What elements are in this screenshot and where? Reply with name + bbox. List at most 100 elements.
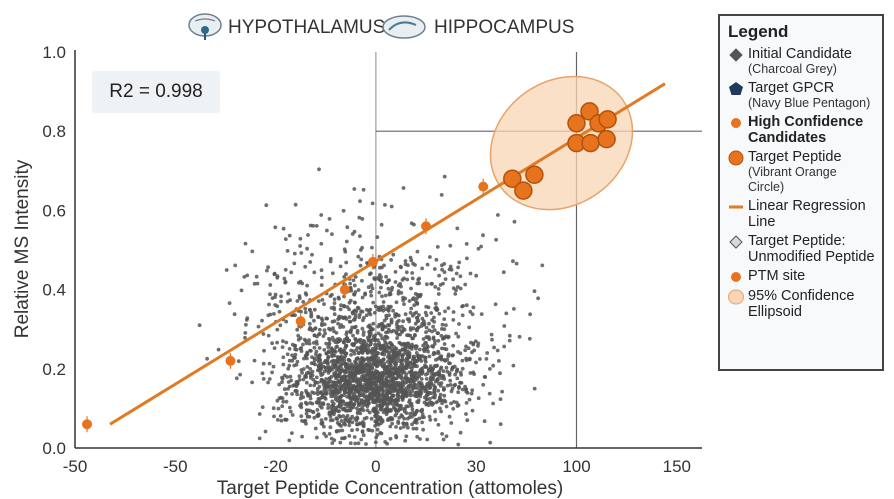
data-point	[429, 391, 434, 396]
data-point	[432, 315, 436, 320]
data-point	[427, 328, 432, 333]
data-point	[318, 404, 322, 408]
high-confidence-point	[597, 129, 616, 149]
y-tick-label: 0.8	[42, 122, 66, 141]
data-point	[283, 237, 288, 242]
data-point	[375, 235, 380, 240]
data-point	[442, 327, 447, 332]
regression-marker	[478, 181, 489, 192]
data-point	[392, 355, 396, 359]
data-point	[351, 375, 356, 380]
data-point	[297, 378, 302, 382]
data-point	[355, 427, 360, 432]
data-point	[389, 354, 393, 358]
data-point	[401, 368, 405, 372]
data-point	[396, 356, 401, 361]
data-point	[263, 429, 268, 434]
data-point	[324, 434, 328, 439]
data-point	[342, 294, 346, 299]
hypothalamus-label: HYPOTHALAMUS	[228, 17, 385, 38]
data-point	[364, 442, 368, 446]
data-point	[307, 414, 312, 419]
data-point	[498, 422, 503, 426]
data-point	[355, 411, 360, 415]
data-point	[382, 361, 387, 366]
data-point	[320, 323, 324, 328]
data-point	[310, 252, 314, 257]
data-point	[284, 391, 289, 396]
data-point	[294, 380, 299, 384]
data-point	[399, 358, 404, 362]
legend-symbol	[728, 289, 744, 305]
data-point	[349, 397, 354, 401]
data-point	[429, 400, 434, 405]
data-point	[403, 259, 408, 263]
data-point	[404, 421, 409, 426]
data-point	[334, 383, 339, 388]
data-point	[514, 261, 519, 266]
data-point	[424, 372, 428, 377]
data-point	[260, 318, 264, 323]
data-point	[327, 336, 331, 341]
data-point	[348, 364, 353, 369]
data-point	[322, 431, 326, 436]
data-point	[307, 338, 311, 343]
data-point	[366, 349, 371, 354]
data-point	[352, 292, 357, 297]
data-point	[326, 355, 330, 360]
data-point	[305, 283, 309, 288]
data-point	[381, 300, 386, 304]
data-point	[435, 245, 440, 249]
data-point	[431, 352, 436, 357]
data-point	[410, 407, 415, 412]
data-point	[352, 325, 357, 330]
data-point	[424, 304, 429, 309]
data-point	[317, 397, 322, 402]
data-point	[400, 330, 404, 334]
data-point	[298, 244, 302, 248]
x-tick-label: 30	[467, 457, 486, 476]
data-point	[332, 319, 337, 323]
hippocampus-label: HIPPOCAMPUS	[434, 17, 574, 38]
data-point	[444, 365, 449, 370]
data-point	[352, 318, 356, 322]
data-point	[275, 327, 280, 332]
data-point	[481, 233, 485, 238]
data-point	[345, 336, 349, 341]
data-point	[433, 386, 437, 390]
data-point	[273, 303, 278, 307]
data-point	[330, 441, 335, 445]
data-point	[463, 348, 468, 353]
data-point	[467, 325, 472, 330]
data-point	[397, 387, 402, 391]
data-point	[408, 391, 413, 396]
data-point	[359, 309, 363, 314]
data-point	[266, 265, 270, 270]
data-point	[377, 290, 382, 295]
data-point	[363, 346, 368, 351]
data-point	[380, 352, 384, 356]
data-point	[261, 361, 266, 366]
data-point	[330, 403, 335, 408]
data-point	[446, 335, 450, 340]
data-point	[335, 337, 339, 342]
data-point	[451, 310, 456, 314]
data-point	[401, 352, 406, 357]
data-point	[361, 318, 365, 323]
data-point	[418, 437, 422, 441]
data-point	[453, 292, 458, 296]
data-point	[373, 277, 377, 282]
data-point	[368, 394, 373, 399]
data-point	[373, 424, 377, 428]
data-point	[334, 429, 339, 434]
data-point	[501, 270, 506, 275]
data-point	[407, 319, 412, 324]
data-point	[355, 415, 359, 420]
data-point	[434, 400, 439, 405]
data-point	[345, 386, 350, 391]
data-point	[380, 372, 385, 377]
data-point	[318, 401, 323, 405]
data-point	[359, 387, 363, 392]
data-point	[488, 367, 492, 371]
legend-item-sublabel: (Navy Blue Pentagon)	[748, 96, 871, 110]
